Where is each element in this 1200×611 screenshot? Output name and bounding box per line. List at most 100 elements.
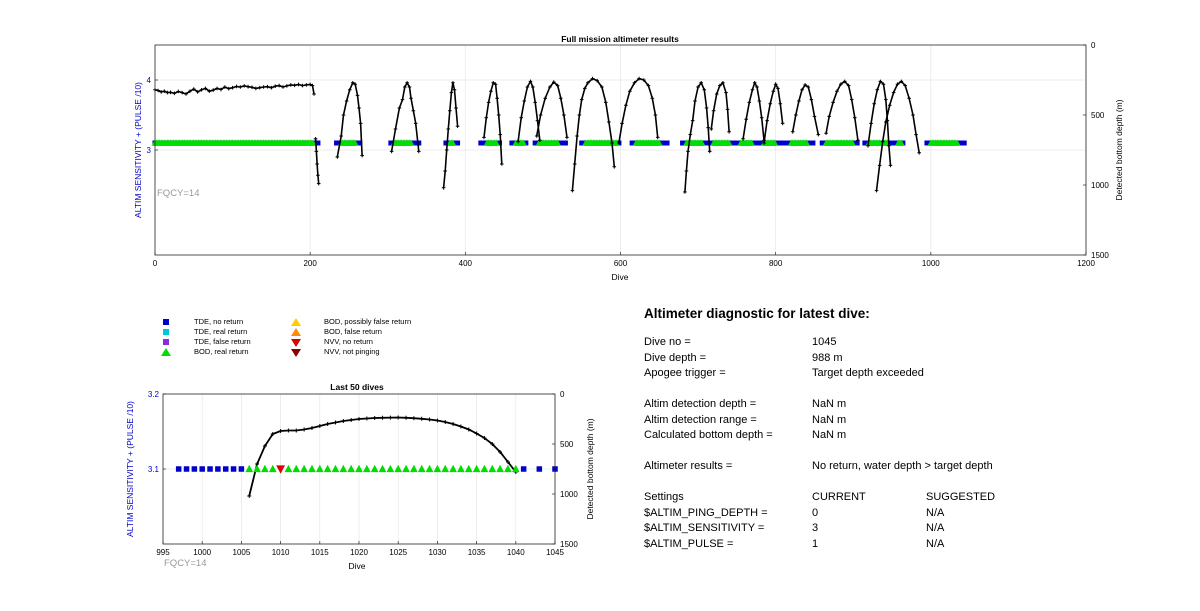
diag-row-dive-no: Dive no = 1045 [644, 335, 1164, 351]
tde-no-return-marker [854, 140, 860, 146]
top-right-y-axis-label: Detected bottom depth (m) [1114, 99, 1124, 200]
depth-point-marker [752, 81, 757, 85]
depth-point-marker [176, 89, 181, 94]
suggested-header: SUGGESTED [926, 491, 996, 503]
top-chart: 0 200 400 600 800 1000 1200 3 4 0 500 1000 1500 Full… [133, 34, 1124, 282]
marker-legend: TDE, no return TDE, real return TDE, fal… [160, 317, 430, 365]
dive-no-value: 1045 [812, 336, 837, 348]
top-depth-trace [153, 76, 921, 194]
depth-point-marker [572, 162, 577, 166]
depth-trace-segment [483, 81, 503, 165]
calc-bottom-value: NaN m [812, 429, 847, 441]
depth-point-marker [693, 99, 697, 103]
depth-point-marker [816, 132, 821, 137]
depth-point-marker [226, 86, 231, 91]
depth-point-marker [316, 181, 321, 186]
depth-point-marker [404, 415, 409, 420]
depth-point-marker [278, 429, 283, 433]
depth-point-marker [531, 85, 535, 89]
depth-trace-segment [763, 82, 784, 144]
depth-point-marker [528, 79, 533, 84]
depth-point-marker [355, 93, 360, 98]
x-tick-label: 1010 [272, 548, 290, 557]
detect-depth-value: NaN m [812, 398, 847, 410]
depth-point-marker [583, 86, 587, 91]
depth-point-marker [302, 427, 307, 432]
tde-no-return-marker [183, 466, 190, 472]
depth-point-marker [702, 88, 707, 92]
depth-point-marker [310, 83, 315, 88]
bod-real-return-marker [725, 139, 733, 146]
depth-point-marker [165, 90, 170, 95]
depth-point-marker [558, 96, 563, 100]
depth-point-marker [699, 81, 703, 85]
x-tick-label: 600 [614, 259, 628, 268]
x-tick-label: 1000 [922, 259, 940, 268]
depth-trace-segment [571, 77, 616, 191]
y-right-tick-label: 0 [1091, 41, 1096, 50]
depth-point-marker [600, 85, 604, 89]
depth-point-marker [413, 121, 418, 126]
bottom-ticks: 995 1000 1005 1010 1015 1020 1025 1030 1035 1040 1… [148, 390, 578, 557]
depth-point-marker [776, 86, 780, 91]
diag-row-settings-header: Settings CURRENT SUGGESTED [644, 490, 1164, 506]
bod-real-return-marker [803, 139, 810, 146]
depth-point-marker [519, 116, 523, 120]
depth-point-marker [349, 418, 354, 422]
depth-point-marker [486, 100, 491, 105]
depth-point-marker [880, 139, 885, 144]
depth-point-marker [357, 106, 361, 110]
darkred-triangle-down-icon [291, 349, 301, 357]
depth-point-marker [273, 84, 278, 88]
bod-real-return-marker [433, 464, 442, 473]
depth-point-marker [254, 86, 258, 91]
ping-depth-label: $ALTIM_PING_DEPTH = [644, 506, 768, 519]
tde-no-return-marker [562, 140, 568, 146]
bottom-chart: 995 1000 1005 1010 1015 1020 1025 1030 1035 1040 1… [125, 382, 595, 571]
tde-no-return-marker [455, 140, 461, 146]
red-triangle-down-icon [291, 339, 301, 347]
depth-point-marker [281, 85, 285, 89]
depth-point-marker [389, 149, 394, 154]
sensitivity-suggested: N/A [926, 522, 945, 534]
depth-point-marker [846, 83, 851, 88]
depth-point-marker [721, 81, 725, 85]
depth-point-marker [714, 92, 719, 96]
depth-point-marker [853, 116, 857, 120]
bod-real-return-marker [504, 464, 512, 473]
depth-point-marker [856, 138, 860, 142]
depth-trace-segment [710, 81, 730, 132]
depth-point-marker [727, 130, 731, 134]
tde-no-return-marker [810, 140, 816, 146]
depth-point-marker [586, 81, 590, 85]
depth-point-marker [525, 85, 530, 89]
bod-real-return-marker [520, 139, 527, 146]
tde-no-return-marker [520, 466, 527, 472]
bod-real-return-marker [698, 139, 706, 146]
depth-point-marker [875, 88, 880, 92]
depth-point-marker [292, 83, 297, 88]
diag-row-detect-depth: Altim detection depth = NaN m [644, 397, 1164, 413]
bod-real-return-marker [268, 464, 277, 473]
bod-real-return-marker [441, 464, 450, 473]
depth-point-marker [496, 113, 501, 117]
depth-trace-segment [825, 80, 859, 141]
depth-point-marker [172, 91, 177, 96]
depth-point-marker [842, 79, 847, 84]
depth-point-marker [353, 82, 357, 86]
depth-point-marker [800, 88, 804, 92]
depth-point-marker [215, 86, 219, 91]
depth-point-marker [441, 186, 446, 190]
legend-label: NVV, no return [324, 337, 373, 346]
depth-point-marker [907, 96, 911, 100]
results-value: No return, water depth > target depth [812, 460, 993, 472]
diag-row-results: Altimeter results = No return, water dep… [644, 459, 1164, 475]
y-right-tick-label: 500 [560, 440, 574, 449]
depth-point-marker [555, 83, 560, 88]
depth-point-marker [484, 116, 489, 120]
x-tick-label: 1040 [507, 548, 525, 557]
bod-real-return-marker [849, 139, 856, 146]
bod-real-return-marker [425, 464, 434, 473]
depth-point-marker [466, 427, 471, 432]
